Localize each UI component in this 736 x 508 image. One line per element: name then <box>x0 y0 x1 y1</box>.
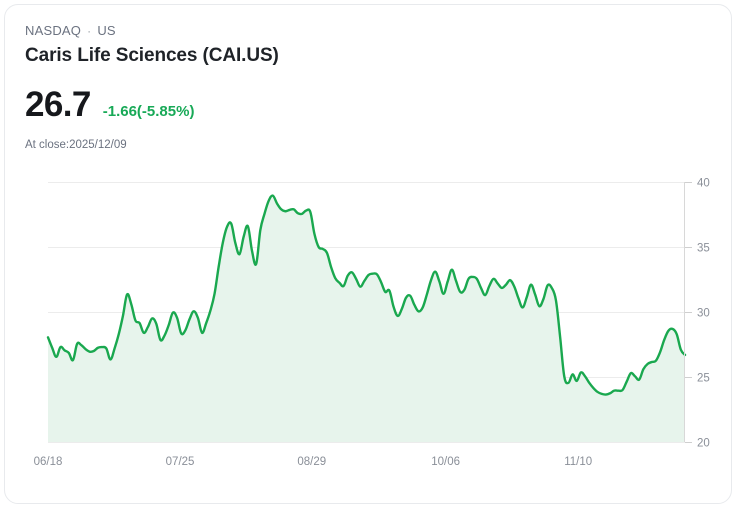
region-label: US <box>97 23 116 38</box>
y-axis-label: 35 <box>697 243 710 255</box>
current-price: 26.7 <box>25 85 91 124</box>
market-status-note: At close:2025/12/09 <box>25 139 127 151</box>
y-axis-label: 20 <box>697 438 710 450</box>
exchange-name: NASDAQ <box>25 23 82 38</box>
stock-quote-card: NASDAQ · US Caris Life Sciences (CAI.US)… <box>4 4 732 504</box>
y-axis-label: 40 <box>697 178 710 190</box>
price-change: -1.66(-5.85%) <box>102 103 195 120</box>
exchange-row: NASDAQ · US <box>25 23 731 39</box>
quote-header: NASDAQ · US Caris Life Sciences (CAI.US)… <box>5 5 731 152</box>
x-axis-label: 07/25 <box>166 456 195 468</box>
y-axis-label: 25 <box>697 373 710 385</box>
chart-series-line <box>46 194 687 396</box>
x-axis-label: 10/06 <box>431 456 460 468</box>
chart-area-fill <box>48 195 685 442</box>
x-axis-label: 11/10 <box>564 456 592 468</box>
x-axis-label: 06/18 <box>34 456 63 468</box>
page-title: Caris Life Sciences (CAI.US) <box>25 45 279 66</box>
price-chart-svg[interactable]: 40 35 30 25 20 06/18 07/25 08/29 10/06 11/10 <box>5 165 732 485</box>
exchange-separator: · <box>87 24 92 38</box>
y-axis-label: 30 <box>697 308 710 320</box>
x-axis-label: 08/29 <box>297 456 326 468</box>
y-axis-labels: 40 35 30 25 20 <box>697 178 710 450</box>
price-row: 26.7 -1.66(-5.85%) <box>25 85 731 125</box>
x-axis-labels: 06/18 07/25 08/29 10/06 11/10 <box>34 456 593 468</box>
price-chart[interactable]: 40 35 30 25 20 06/18 07/25 08/29 10/06 11/10 <box>5 165 732 485</box>
